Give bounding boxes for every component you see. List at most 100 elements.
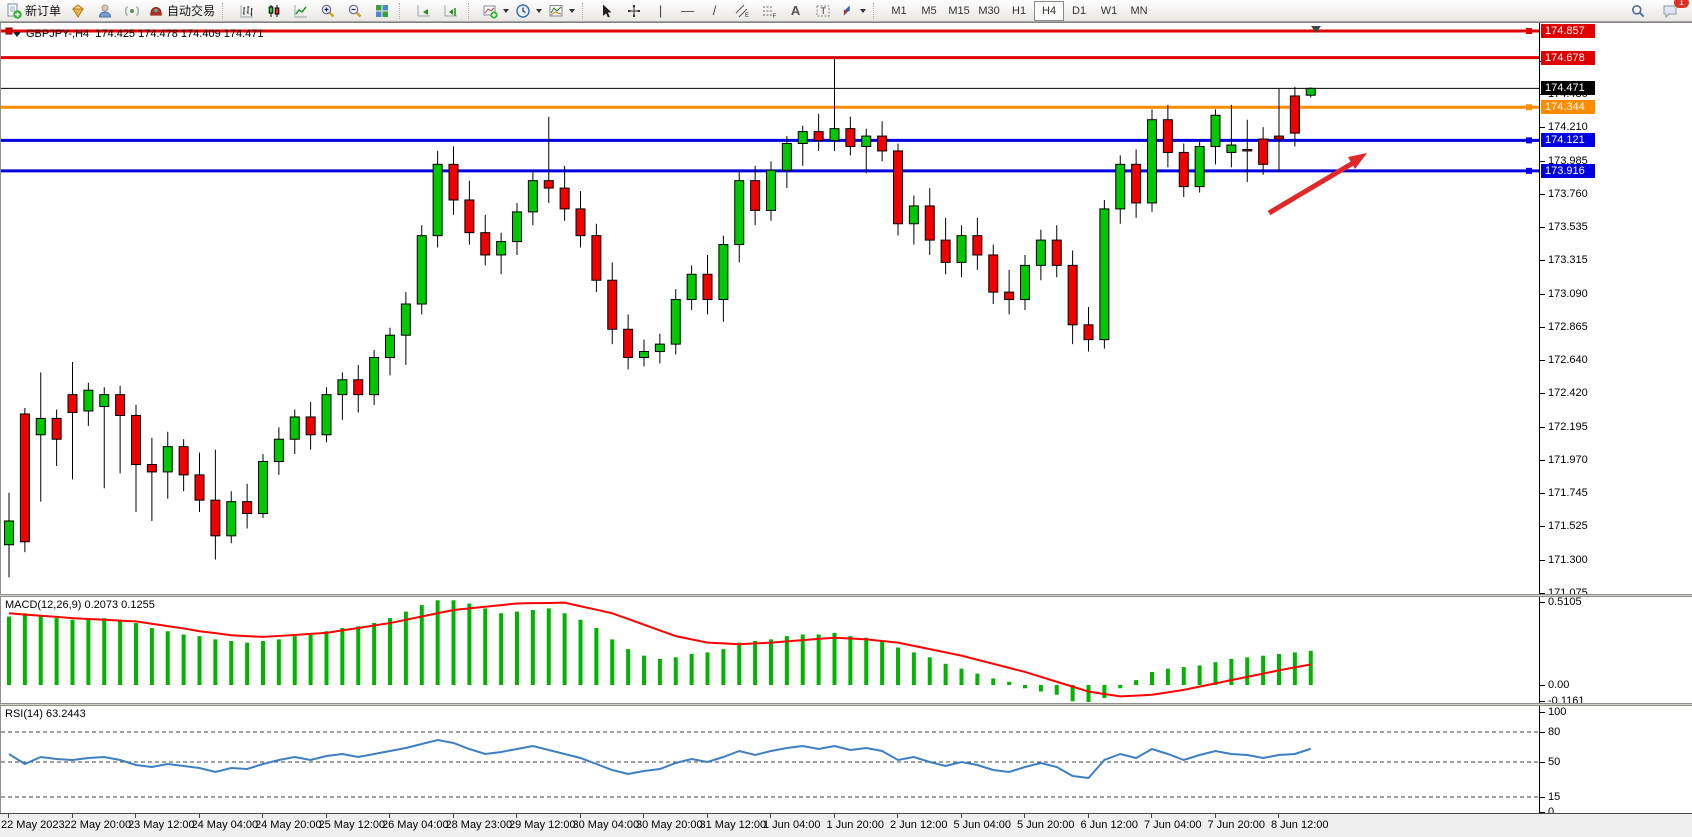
candle-body [1099,208,1110,341]
candle-body [607,279,618,330]
chat-button[interactable]: 1 [1657,0,1689,22]
date-label: 23 May 12:00 [128,819,195,831]
rsi-chart [1,731,1540,798]
new-order-icon [7,3,22,19]
timeframe-button-d1[interactable]: D1 [1072,4,1087,17]
candle-body [940,239,951,263]
signals-button[interactable] [118,0,145,22]
candle-body [956,235,967,263]
community-button[interactable] [91,0,118,22]
candle-body [591,235,602,281]
chart-shift-icon [444,4,457,16]
macd-histogram [7,600,1313,702]
timeframe-button-mn[interactable]: MN [1130,4,1148,17]
fibonacci-button[interactable]: F [755,0,782,22]
date-label: 5 Jun 04:00 [953,819,1012,831]
text-button[interactable]: A [782,0,809,22]
rsi-tick-label: 80 [1539,726,1561,738]
candlestick-icon [268,4,279,17]
signal-icon [124,5,139,16]
bar-chart-button[interactable] [233,0,260,22]
auto-trading-button[interactable]: 自动交易 [145,0,218,22]
auto-trading-icon [150,6,163,16]
candle-body [766,169,776,211]
horizontal-lines-layer[interactable] [1,27,1540,174]
periods-button[interactable] [512,0,545,22]
arrow-shaft[interactable] [1267,160,1355,216]
timeframe-button-w1[interactable]: W1 [1100,4,1118,17]
deposit-button[interactable] [64,0,91,22]
macd-axis: 0.5105 0.00 -0.1161 [1539,596,1692,707]
toolbar-separator [582,2,590,19]
candle-body [1242,148,1253,152]
auto-scroll-button[interactable] [410,0,437,22]
price-tick-label: 172.640 [1540,354,1588,367]
candle-body [99,394,110,408]
svg-text:E: E [745,13,749,19]
price-tick-label: 172.420 [1540,387,1588,400]
new-order-button[interactable]: 新订单 [3,0,64,22]
annotation-arrow[interactable] [1267,153,1367,216]
line-marker[interactable] [1526,167,1532,174]
line-marker[interactable] [1526,137,1532,144]
panel-separator[interactable] [0,594,1692,597]
trendline-button[interactable]: / [701,0,728,22]
vertical-line-button[interactable]: | [647,0,674,22]
channel-button[interactable]: E [728,0,755,22]
price-axis[interactable]: 174.655174.430174.210173.985173.760173.5… [1539,23,1692,599]
candle-body [813,131,824,142]
rsi-panel: RSI(14) 63.2443 100 80 50 15 0 [0,706,1692,818]
timeframe-group: M1 M5 M15 M30 H1 H4 D1 W1 MN [884,0,1154,22]
timeframe-button-m1[interactable]: M1 [891,4,907,17]
zoom-in-button[interactable] [314,0,341,22]
candle-body [924,205,935,241]
candle-body [210,499,221,537]
one-click-trading-toggle-icon[interactable] [13,31,21,37]
date-label: 7 Jun 04:00 [1144,819,1202,831]
candle-body [1035,239,1046,266]
macd-signal-line [8,601,1311,698]
timeframe-button-m15[interactable]: M15 [948,4,970,17]
timeframe-button-h4[interactable]: H4 [1034,0,1065,21]
candle-body [972,235,983,256]
date-label: 28 May 23:00 [445,819,513,831]
time-axis[interactable]: 22 May 2023 22 May 20:00 23 May 12:00 24 Ma… [0,813,1692,837]
templates-button[interactable] [545,0,578,22]
candle-body [988,254,999,293]
time-tick [643,814,644,818]
price-tick-label: 172.865 [1540,321,1588,334]
arrows-button[interactable] [836,0,869,22]
timeframe-button-m5[interactable]: M5 [921,4,937,17]
line-marker[interactable] [1526,28,1532,35]
candle-body [258,461,268,515]
chart-shift-marker[interactable] [1311,26,1321,33]
indicators-button[interactable] [479,0,512,22]
line-chart-button[interactable] [287,0,314,22]
candle-body [83,389,94,412]
date-label: 31 May 12:00 [699,819,767,831]
cursor-button[interactable] [593,0,620,22]
search-button[interactable] [1624,0,1651,22]
price-tick-label: 173.090 [1540,287,1588,300]
panel-separator[interactable] [0,703,1692,706]
person-icon [98,4,111,17]
line-handle[interactable] [5,27,13,35]
tile-windows-button[interactable] [368,0,395,22]
candlestick-chart[interactable] [1,23,1540,595]
candle-body [559,187,570,210]
candlestick-chart-button[interactable] [260,0,287,22]
candle-body [385,334,395,358]
crosshair-button[interactable] [620,0,647,22]
timeframe-button-m30[interactable]: M30 [978,4,1000,17]
price-tick-label: 171.525 [1540,520,1588,533]
date-label: 26 May 04:00 [382,819,449,831]
line-marker[interactable] [1526,104,1532,111]
chart-shift-button[interactable] [437,0,464,22]
horizontal-line-button[interactable]: — [674,0,701,22]
zoom-out-button[interactable] [341,0,368,22]
text-label-button[interactable]: T [809,0,836,22]
candle-body [1067,264,1078,326]
candle-body [400,303,411,336]
arrow-head[interactable] [1348,153,1367,169]
timeframe-button-h1[interactable]: H1 [1012,4,1027,17]
